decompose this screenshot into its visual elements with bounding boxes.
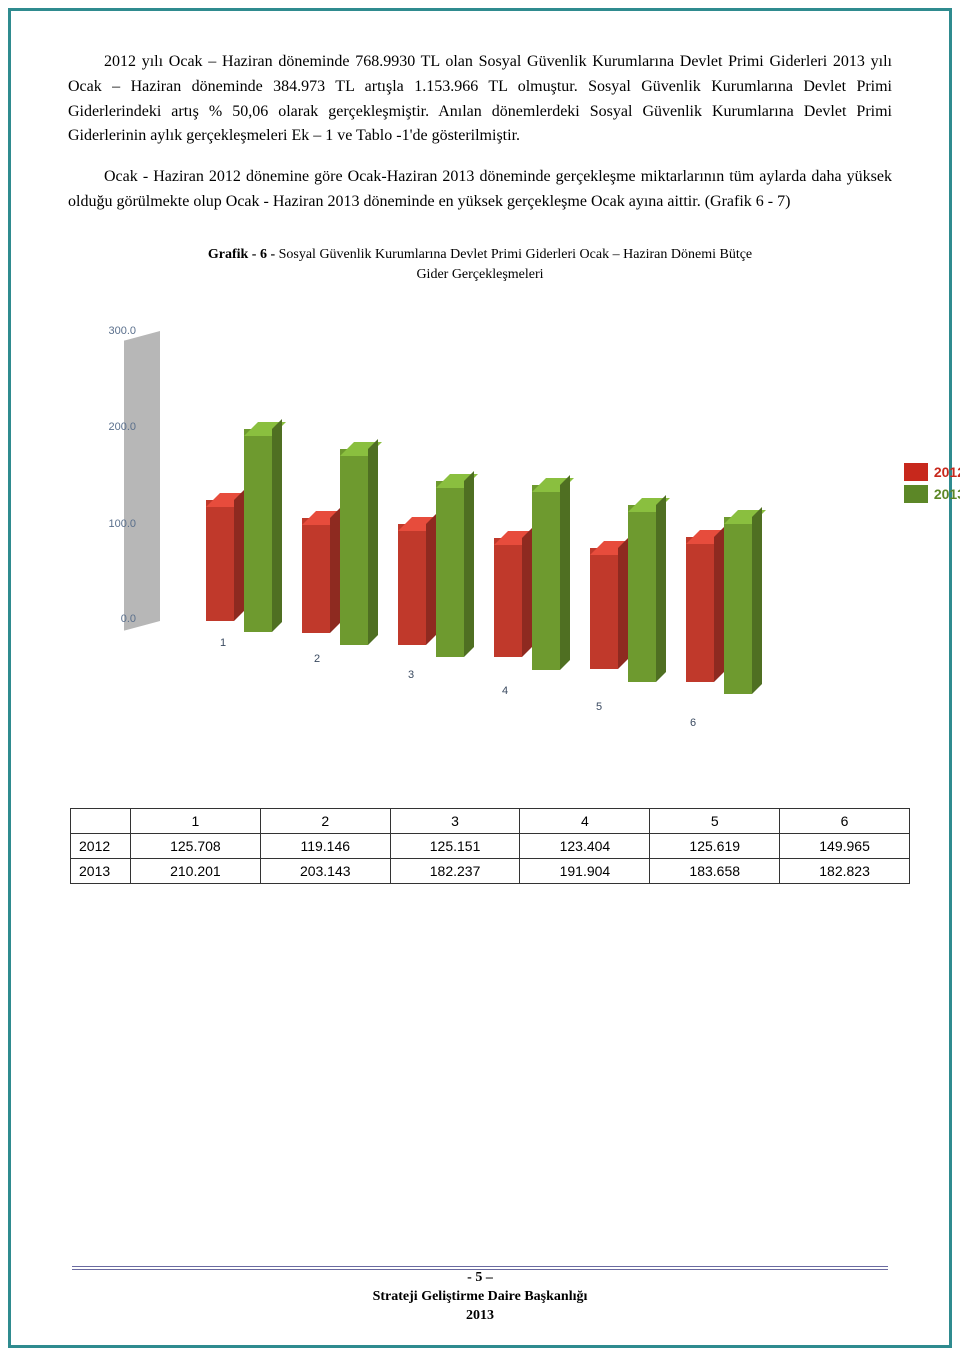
xtick-5: 5 — [596, 701, 602, 713]
footer-pageno: - 5 – — [0, 1269, 960, 1288]
page-footer: - 5 – Strateji Geliştirme Daire Başkanlı… — [0, 1269, 960, 1326]
table-header-blank — [71, 809, 131, 834]
bar-2013-3 — [436, 481, 464, 657]
ytick-300: 300.0 — [88, 325, 136, 337]
bar-2013-1 — [244, 429, 272, 632]
bar-2012-1 — [206, 500, 234, 621]
caption-prefix: Grafik - 6 - — [208, 247, 275, 262]
paragraph-1: 2012 yılı Ocak – Haziran döneminde 768.9… — [68, 50, 892, 149]
bar-2013-2 — [340, 449, 368, 645]
table-row: 2012 125.708 119.146 125.151 123.404 125… — [71, 834, 910, 859]
bar-2012-4 — [494, 538, 522, 657]
cell: 125.619 — [650, 834, 780, 859]
ytick-100: 100.0 — [88, 518, 136, 530]
ytick-200: 200.0 — [88, 421, 136, 433]
cell: 125.708 — [131, 834, 261, 859]
table-header-5: 5 — [650, 809, 780, 834]
table-header-4: 4 — [520, 809, 650, 834]
cell: 182.237 — [390, 859, 520, 884]
page-content: 2012 yılı Ocak – Haziran döneminde 768.9… — [0, 0, 960, 1356]
footer-line2: Strateji Geliştirme Daire Başkanlığı — [0, 1288, 960, 1307]
ytick-0: 0.0 — [88, 613, 136, 625]
table-header-3: 3 — [390, 809, 520, 834]
legend-swatch-2013 — [904, 485, 928, 503]
cell: 183.658 — [650, 859, 780, 884]
legend-row-2012: 2012 — [904, 463, 960, 481]
cell: 191.904 — [520, 859, 650, 884]
cell: 149.965 — [780, 834, 910, 859]
chart-caption: Grafik - 6 - Sosyal Güvenlik Kurumlarına… — [105, 245, 855, 286]
xtick-3: 3 — [408, 669, 414, 681]
cell: 203.143 — [260, 859, 390, 884]
legend-label-2013: 2013 — [934, 486, 960, 502]
legend-row-2013: 2013 — [904, 485, 960, 503]
bar-2013-5 — [628, 505, 656, 682]
bar-2012-3 — [398, 524, 426, 645]
row-label-2013: 2013 — [71, 859, 131, 884]
caption-line2: Gider Gerçekleşmeleri — [416, 267, 543, 282]
bar-2013-4 — [532, 485, 560, 670]
xtick-1: 1 — [220, 637, 226, 649]
table-header-2: 2 — [260, 809, 390, 834]
cell: 125.151 — [390, 834, 520, 859]
bar-2013-6 — [724, 517, 752, 694]
xtick-2: 2 — [314, 653, 320, 665]
bar-2012-6 — [686, 537, 714, 682]
bar-2012-2 — [302, 518, 330, 633]
table-row: 2013 210.201 203.143 182.237 191.904 183… — [71, 859, 910, 884]
data-table: 1 2 3 4 5 6 2012 125.708 119.146 125.151… — [70, 808, 910, 884]
table-header-6: 6 — [780, 809, 910, 834]
caption-text: Sosyal Güvenlik Kurumlarına Devlet Primi… — [279, 247, 753, 262]
xtick-4: 4 — [502, 685, 508, 697]
legend-swatch-2012 — [904, 463, 928, 481]
table-header-1: 1 — [131, 809, 261, 834]
cell: 182.823 — [780, 859, 910, 884]
chart-side-wall — [124, 331, 160, 631]
row-label-2012: 2012 — [71, 834, 131, 859]
cell: 210.201 — [131, 859, 261, 884]
legend-label-2012: 2012 — [934, 464, 960, 480]
cell: 119.146 — [260, 834, 390, 859]
chart-area: 300.0 200.0 100.0 0.0 1 2 — [70, 313, 890, 753]
xtick-6: 6 — [690, 717, 696, 729]
paragraph-2: Ocak - Haziran 2012 dönemine göre Ocak-H… — [68, 165, 892, 215]
bar-2012-5 — [590, 548, 618, 669]
cell: 123.404 — [520, 834, 650, 859]
footer-line3: 2013 — [0, 1307, 960, 1326]
table-header-row: 1 2 3 4 5 6 — [71, 809, 910, 834]
chart-legend: 2012 2013 — [904, 463, 960, 507]
bar-chart: 300.0 200.0 100.0 0.0 1 2 — [70, 313, 890, 884]
